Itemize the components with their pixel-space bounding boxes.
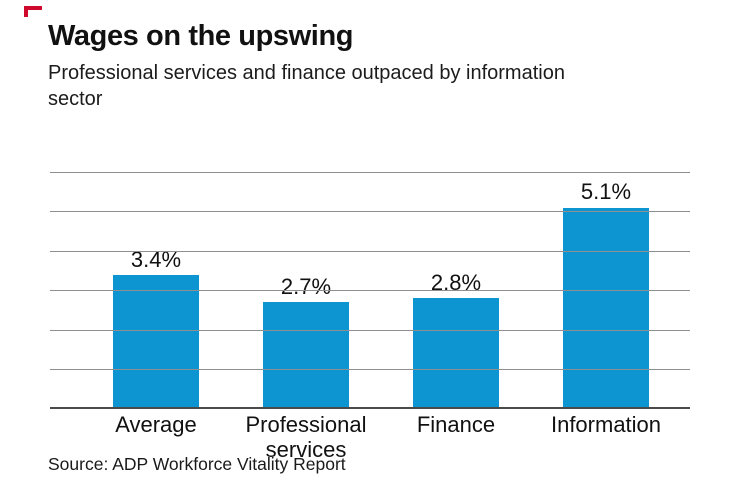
gridline <box>50 329 690 331</box>
gridline <box>50 171 690 173</box>
value-label-professional-services: 2.7% <box>280 274 332 300</box>
gridline <box>50 250 690 252</box>
chart-subtitle-line1: Professional services and finance outpac… <box>48 62 565 84</box>
bar-finance <box>413 298 499 409</box>
gridline <box>50 369 690 370</box>
value-label-information: 5.1% <box>580 179 632 205</box>
plot-area: 3.4% 2.7% 2.8% 5.1% <box>50 171 690 409</box>
category-label-professional-services: Professional services <box>245 412 367 462</box>
bar-slot-information: 5.1% <box>531 172 681 409</box>
category-label-finance: Finance <box>416 412 496 437</box>
bar-average <box>113 274 199 409</box>
brand-corner-icon-vertical <box>24 6 28 17</box>
category-label-information: Information <box>550 412 662 437</box>
chart-title: Wages on the upswing <box>48 20 354 52</box>
bar-slot-professional-services: 2.7% <box>231 172 381 409</box>
x-axis-baseline <box>50 407 690 409</box>
bar-information <box>563 207 649 409</box>
gridline <box>50 290 690 291</box>
bar-professional-services <box>263 302 349 409</box>
source-attribution: Source: ADP Workforce Vitality Report <box>48 454 346 474</box>
bars-row: 3.4% 2.7% 2.8% 5.1% <box>81 172 681 409</box>
chart-subtitle-line2: sector <box>48 88 103 110</box>
value-label-finance: 2.8% <box>430 270 482 296</box>
brand-corner-icon <box>24 6 42 17</box>
category-label-average: Average <box>115 412 197 437</box>
category-axis: Average Professional services Finance Infor… <box>81 412 681 462</box>
brand-corner-icon-horizontal <box>24 6 42 10</box>
chart-subtitle: Professional services and finance outpac… <box>48 60 708 112</box>
gridline <box>50 211 690 212</box>
bar-slot-finance: 2.8% <box>381 172 531 409</box>
